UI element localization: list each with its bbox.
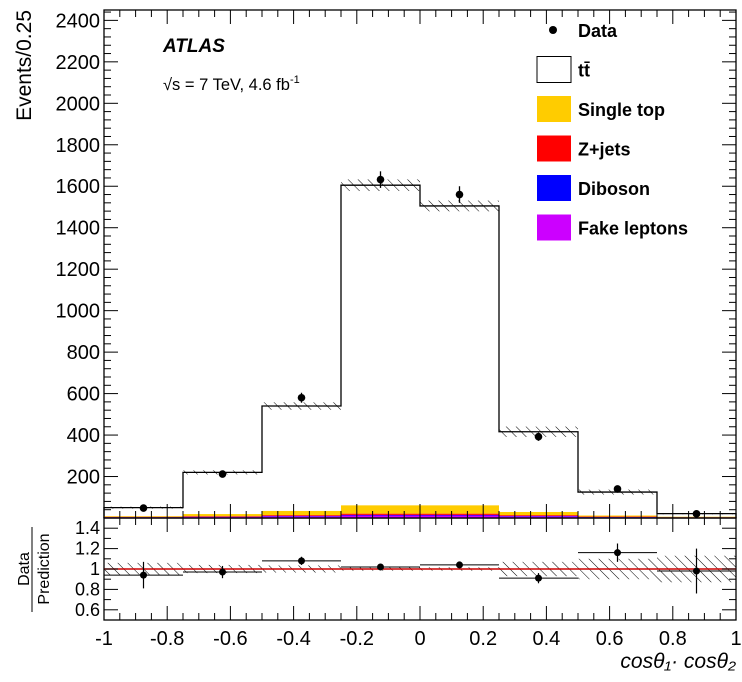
stack-bar-single-top-0 bbox=[104, 516, 183, 517]
y-tick-label-6: 1400 bbox=[56, 218, 101, 240]
data-point-4 bbox=[455, 190, 464, 199]
legend-swatch-diboson bbox=[537, 175, 571, 201]
y-tick-label-5: 1200 bbox=[56, 259, 101, 281]
legend-label-data: Data bbox=[578, 21, 618, 41]
legend-label-fake-leptons: Fake leptons bbox=[578, 219, 688, 239]
x-tick-label-5: 0 bbox=[414, 628, 425, 650]
stack-bar-single-top-1 bbox=[183, 514, 262, 517]
y-tick-label-10: 2200 bbox=[56, 52, 101, 74]
legend-swatch-z-jets bbox=[537, 135, 571, 162]
y-tick-label-8: 1800 bbox=[56, 135, 101, 157]
legend-label-z-jets: Z+jets bbox=[578, 140, 631, 160]
ratio-point-6 bbox=[614, 549, 621, 557]
data-point-2 bbox=[297, 393, 306, 402]
y-tick-label-2: 600 bbox=[67, 384, 100, 406]
ratio-point-0 bbox=[140, 571, 147, 579]
ratio-axis-title-top: Data bbox=[16, 552, 33, 586]
stack-bar-single-top-5 bbox=[499, 511, 578, 516]
legend: Data tt̄ Single top Z+jets Diboson Fake lepto… bbox=[536, 21, 688, 241]
x-tick-label-10: 1 bbox=[730, 628, 741, 650]
stack-bar-fake-leptons-5 bbox=[499, 516, 578, 518]
legend-label-tt-: tt̄ bbox=[578, 61, 590, 81]
x-tick-label-9: 0.8 bbox=[659, 628, 687, 650]
data-point-5 bbox=[534, 432, 543, 441]
stack-bar-single-top-4 bbox=[420, 505, 499, 514]
x-tick-label-8: 0.6 bbox=[596, 628, 624, 650]
legend-swatch-fake-leptons bbox=[537, 214, 571, 241]
total-prediction-outline bbox=[103, 184, 737, 518]
data-point-3 bbox=[376, 175, 385, 184]
ratio-point-5 bbox=[535, 574, 542, 582]
x-tick-label-3: -0.4 bbox=[276, 628, 310, 650]
stack-bar-z-jets-4 bbox=[420, 513, 499, 515]
data-point-6 bbox=[613, 485, 622, 493]
ratio-point-7 bbox=[693, 567, 700, 575]
stack-bar-single-top-2 bbox=[262, 510, 341, 516]
stack-bar-diboson-3 bbox=[341, 514, 420, 516]
ratio-y-tick-label-2: 1 bbox=[90, 559, 100, 579]
atlas-label: ATLAS bbox=[162, 36, 225, 57]
ratio-point-3 bbox=[377, 563, 384, 571]
stack-bar-z-jets-2 bbox=[262, 515, 341, 516]
stack-bar-z-jets-1 bbox=[183, 516, 262, 517]
ratio-y-tick-label-0: 0.6 bbox=[75, 600, 100, 620]
data-point-7 bbox=[692, 510, 701, 518]
x-tick-label-0: -1 bbox=[95, 628, 113, 650]
ratio-point-2 bbox=[298, 557, 305, 565]
y-tick-label-11: 2400 bbox=[56, 10, 101, 32]
x-tick-label-4: -0.2 bbox=[340, 628, 374, 650]
legend-swatch-tt- bbox=[536, 56, 572, 83]
ratio-axis-title-bottom: Prediction bbox=[36, 533, 53, 604]
stack-bar-z-jets-5 bbox=[499, 515, 578, 516]
stack-bar-single-top-6 bbox=[578, 515, 657, 517]
ratio-point-4 bbox=[456, 561, 463, 569]
x-axis-title: cosθ₁· cosθ₂ bbox=[620, 650, 736, 673]
lumi-exponent: -1 bbox=[290, 74, 300, 86]
stack-bar-fake-leptons-2 bbox=[262, 516, 341, 518]
x-tick-label-6: 0.2 bbox=[469, 628, 497, 650]
ratio-y-tick-label-3: 1.2 bbox=[75, 539, 100, 559]
y-tick-label-1: 400 bbox=[67, 425, 100, 447]
y-tick-label-7: 1600 bbox=[56, 176, 101, 198]
stack-bar-diboson-4 bbox=[420, 514, 499, 516]
x-tick-label-7: 0.4 bbox=[532, 628, 560, 650]
legend-label-diboson: Diboson bbox=[578, 179, 650, 199]
x-tick-label-1: -0.8 bbox=[150, 628, 184, 650]
data-point-0 bbox=[139, 504, 148, 512]
ratio-point-1 bbox=[219, 568, 226, 576]
data-point-1 bbox=[218, 470, 227, 478]
y-tick-label-0: 200 bbox=[67, 467, 100, 489]
stack-bar-fake-leptons-3 bbox=[341, 515, 420, 518]
ratio-y-tick-label-4: 1.4 bbox=[75, 518, 100, 538]
legend-label-single-top: Single top bbox=[578, 100, 665, 120]
y-tick-label-9: 2000 bbox=[56, 93, 101, 115]
y-tick-label-4: 1000 bbox=[56, 301, 101, 323]
stack-bar-fake-leptons-4 bbox=[420, 515, 499, 518]
y-axis-title: Events/0.25 bbox=[13, 10, 36, 121]
ratio-y-tick-label-1: 0.8 bbox=[75, 579, 100, 599]
legend-marker-data bbox=[549, 26, 557, 34]
energy-lumi-label: √s = 7 TeV, 4.6 fb-1 bbox=[163, 74, 300, 94]
x-tick-label-2: -0.6 bbox=[213, 628, 247, 650]
legend-swatch-single-top bbox=[537, 96, 571, 122]
y-tick-label-3: 800 bbox=[67, 342, 100, 364]
stack-bar-z-jets-3 bbox=[341, 513, 420, 515]
stack-bar-single-top-3 bbox=[341, 505, 420, 514]
